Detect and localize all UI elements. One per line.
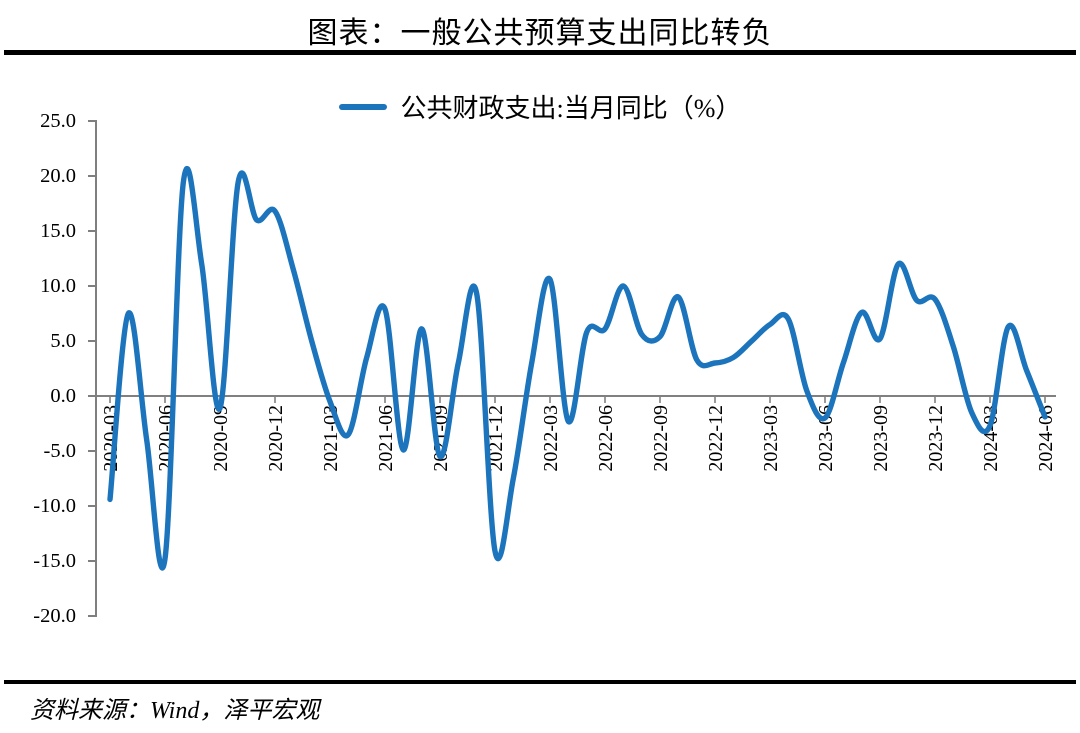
footer-divider <box>4 680 1076 684</box>
y-tick-label: 25.0 <box>40 110 76 132</box>
x-tick-label: 2022-09 <box>650 405 672 472</box>
y-tick-label: -10.0 <box>33 495 76 517</box>
y-tick-label: 10.0 <box>40 275 76 297</box>
x-tick-label: 2022-06 <box>595 405 617 472</box>
chart-title: 图表：一般公共预算支出同比转负 <box>307 17 773 50</box>
y-tick-label: 0.0 <box>50 385 76 407</box>
x-tick-label: 2023-06 <box>815 405 837 472</box>
x-tick-label: 2023-09 <box>870 405 892 472</box>
series-line <box>107 165 1048 571</box>
x-tick-label: 2022-03 <box>540 405 562 472</box>
x-tick-label: 2022-12 <box>705 405 727 472</box>
y-tick-label: -20.0 <box>33 605 76 627</box>
x-tick-label: 2024-06 <box>1035 405 1057 472</box>
title-divider <box>4 50 1076 55</box>
x-tick-label: 2024-03 <box>980 405 1002 472</box>
y-tick-label: -5.0 <box>44 440 76 462</box>
x-tick-label: 2020-09 <box>210 405 232 472</box>
y-tick-label: 15.0 <box>40 220 76 242</box>
legend: 公共财政支出:当月同比（%） <box>0 88 1080 125</box>
legend-line-swatch <box>338 103 387 110</box>
x-tick-label: 2021-06 <box>375 405 397 472</box>
x-tick-label: 2021-12 <box>485 405 507 472</box>
y-tick-label: 20.0 <box>40 165 76 187</box>
x-tick-label: 2023-12 <box>925 405 947 472</box>
legend-label: 公共财政支出:当月同比（%） <box>400 94 742 123</box>
y-tick-label: 5.0 <box>50 330 76 352</box>
x-tick-label: 2020-12 <box>265 405 287 472</box>
x-tick-label: 2021-03 <box>320 405 342 472</box>
y-tick-label: -15.0 <box>33 550 76 572</box>
x-tick-label: 2023-03 <box>760 405 782 472</box>
source-note: 资料来源：Wind，泽平宏观 <box>30 698 320 724</box>
